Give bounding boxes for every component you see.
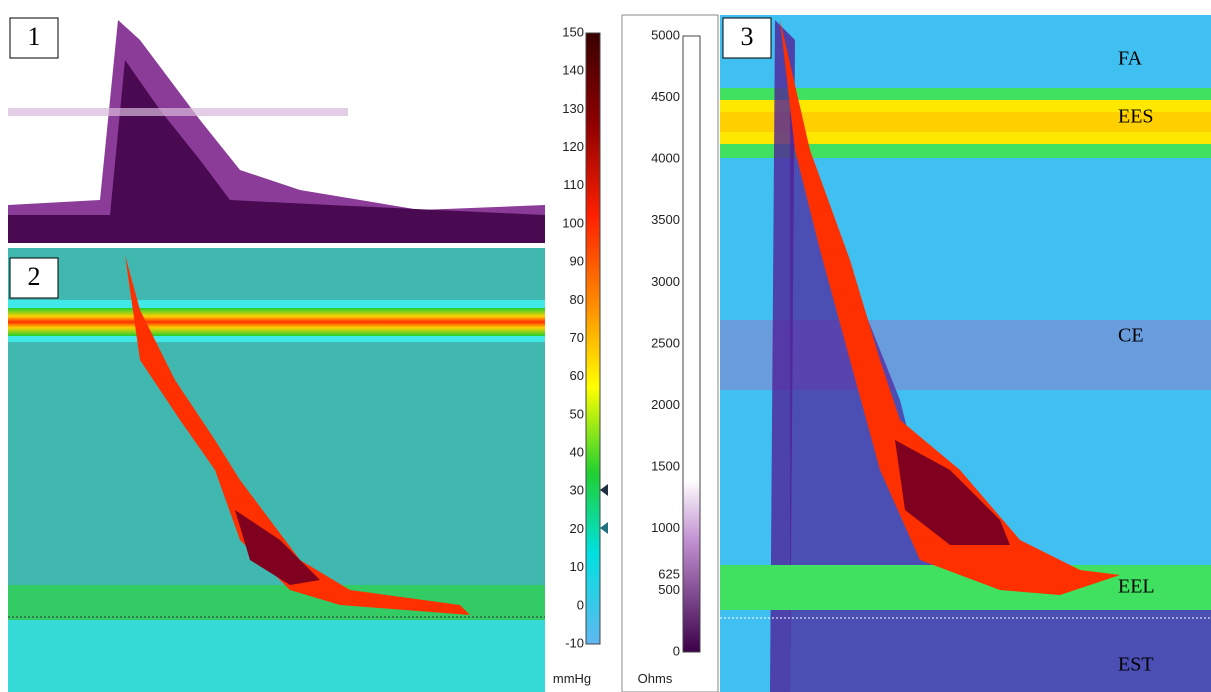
landmark: CE <box>1118 325 1144 347</box>
pressure-tick-label: 100 <box>562 215 584 230</box>
pressure-tick-label: 10 <box>570 559 584 574</box>
pressure-tick-label: 120 <box>562 139 584 154</box>
landmark: EST <box>1118 654 1154 676</box>
pressure-tick-label: 30 <box>570 483 584 498</box>
pressure-unit: mmHg <box>553 671 591 686</box>
impedance-tick-label: 625 <box>658 566 680 581</box>
pressure-colorbar: 1501401301201101009080706050403020100-10… <box>553 24 608 686</box>
panel-label: 3 <box>741 22 754 51</box>
pressure-tick-label: 60 <box>570 368 584 383</box>
pressure-tick-label: 110 <box>563 177 584 192</box>
panel-label: 2 <box>28 262 41 291</box>
pressure-tick-label: 130 <box>562 101 584 116</box>
panel-1 <box>8 15 545 243</box>
landmark: EES <box>1118 106 1154 128</box>
pressure-tick-label: 70 <box>570 330 584 345</box>
pressure-tick-label: 140 <box>562 63 584 78</box>
pressure-tick-label: 40 <box>570 445 584 460</box>
impedance-colorbar: 5000450040003500300025002000150010006255… <box>622 15 718 692</box>
impedance-tick-label: 3500 <box>651 212 680 227</box>
impedance-tick-label: 2500 <box>651 335 680 350</box>
impedance-tick-label: 1000 <box>651 520 680 535</box>
pressure-tick-label: 150 <box>562 24 584 39</box>
impedance-tick-label: 500 <box>658 582 680 597</box>
impedance-tick-label: 2000 <box>651 397 680 412</box>
figure: 1501401301201101009080706050403020100-10… <box>0 0 1211 692</box>
impedance-tick-label: 0 <box>673 643 680 658</box>
landmark: EEL <box>1118 576 1155 598</box>
panel-2 <box>8 248 545 692</box>
impedance-tick-label: 3000 <box>651 274 680 289</box>
impedance-unit: Ohms <box>638 671 673 686</box>
pressure-tick-label: 0 <box>577 597 584 612</box>
pressure-tick-label: 20 <box>570 521 584 536</box>
impedance-tick-label: 5000 <box>651 27 680 42</box>
pressure-tick-label: 90 <box>570 254 584 269</box>
landmark: FA <box>1118 48 1143 70</box>
pressure-tick-label: 80 <box>570 292 584 307</box>
pressure-tick-label: -10 <box>565 635 584 650</box>
impedance-tick-label: 1500 <box>651 459 680 474</box>
panel-label: 1 <box>28 22 41 51</box>
impedance-tick-label: 4500 <box>651 89 680 104</box>
impedance-tick-label: 4000 <box>651 151 680 166</box>
pressure-tick-label: 50 <box>570 406 584 421</box>
